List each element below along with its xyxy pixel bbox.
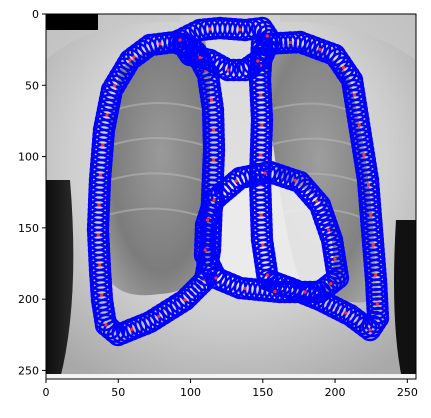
- landmark-point: [105, 113, 109, 117]
- landmark-point: [130, 327, 134, 331]
- landmark-point: [234, 179, 238, 183]
- landmark-point: [288, 40, 293, 45]
- landmark-point: [318, 47, 322, 52]
- contour-ring: [256, 24, 279, 48]
- landmark-point: [260, 123, 264, 127]
- landmark-point: [243, 286, 247, 291]
- landmark-point: [374, 273, 378, 277]
- x-tick-label: 100: [180, 386, 201, 399]
- contour-ring: [173, 36, 197, 59]
- y-tick-label: 150: [18, 222, 39, 235]
- landmark-point: [333, 257, 337, 261]
- landmark-point: [352, 93, 356, 97]
- x-tick-label: 200: [325, 386, 346, 399]
- landmark-point: [315, 199, 319, 203]
- landmark-point: [157, 314, 161, 319]
- mediastinum-outline: [168, 16, 282, 82]
- landmark-point: [210, 98, 214, 102]
- landmark-point: [212, 158, 216, 162]
- landmark-point: [97, 203, 101, 207]
- axes-frame: [45, 13, 417, 380]
- contour-ring: [203, 51, 226, 74]
- landmark-point: [178, 38, 182, 42]
- contour-overlay: [86, 16, 390, 347]
- landmark-point: [96, 233, 100, 237]
- contour-ring: [238, 55, 261, 79]
- landmark-point: [293, 178, 297, 182]
- y-tick-label: 50: [25, 79, 39, 92]
- landmark-point: [98, 173, 102, 177]
- landmark-point: [273, 289, 277, 294]
- landmark-point: [226, 68, 230, 72]
- landmark-point: [263, 171, 267, 175]
- landmark-point: [366, 183, 370, 187]
- landmark-point: [265, 34, 269, 38]
- xray-label-block: [46, 14, 98, 30]
- heart-outline: [193, 160, 350, 304]
- x-tick-label: 0: [43, 386, 50, 399]
- landmark-point: [259, 153, 263, 157]
- landmark-point: [357, 123, 361, 127]
- contour-ring: [302, 186, 325, 209]
- landmark-point: [113, 84, 117, 88]
- landmark-point: [206, 218, 210, 222]
- landmark-point: [104, 323, 108, 327]
- y-tick-label: 200: [18, 293, 39, 306]
- contour-ring: [122, 45, 146, 69]
- contour-ring: [126, 42, 150, 66]
- y-tick-label: 250: [18, 364, 39, 377]
- landmark-point: [369, 213, 373, 217]
- contour-ring: [171, 32, 194, 55]
- landmark-point: [238, 28, 242, 32]
- contour-ring: [361, 314, 384, 338]
- landmark-point: [371, 243, 375, 247]
- landmark-point: [198, 55, 202, 60]
- x-tick-label: 150: [252, 386, 273, 399]
- landmark-point: [128, 58, 132, 62]
- x-tick-label: 250: [397, 386, 418, 399]
- landmark-point: [100, 293, 104, 297]
- landmark-point: [101, 143, 105, 147]
- x-tick-label: 50: [111, 386, 125, 399]
- landmark-point: [256, 59, 260, 63]
- landmark-point: [98, 263, 102, 267]
- y-tick-label: 0: [32, 8, 39, 21]
- landmark-point: [261, 243, 265, 247]
- contour-ring: [98, 317, 122, 340]
- landmark-point: [341, 65, 346, 70]
- landmark-point: [208, 27, 212, 31]
- contour-ring: [222, 58, 245, 82]
- landmark-point: [203, 248, 207, 252]
- landmark-point: [214, 276, 218, 280]
- landmark-point: [211, 128, 216, 132]
- landmark-point: [183, 298, 187, 302]
- landmark-point: [327, 228, 331, 232]
- landmark-point: [132, 55, 136, 59]
- landmark-point: [344, 311, 348, 315]
- contour-ring: [233, 58, 257, 82]
- landmark-point: [265, 273, 269, 277]
- y-tick-label: 100: [18, 151, 39, 164]
- landmark-point: [329, 282, 333, 286]
- landmark-point: [362, 153, 366, 157]
- landmark-point: [303, 290, 307, 294]
- landmark-point: [259, 213, 263, 217]
- landmark-point: [368, 328, 372, 332]
- contour-ring: [102, 320, 126, 343]
- landmark-point: [259, 93, 263, 97]
- axis-ticks: 0 50 100 150 200 250 0 50 100 150 200 250: [18, 8, 418, 399]
- landmark-point: [158, 42, 162, 46]
- landmark-point: [375, 302, 379, 306]
- contour-ring: [201, 193, 224, 217]
- landmark-point: [212, 198, 216, 202]
